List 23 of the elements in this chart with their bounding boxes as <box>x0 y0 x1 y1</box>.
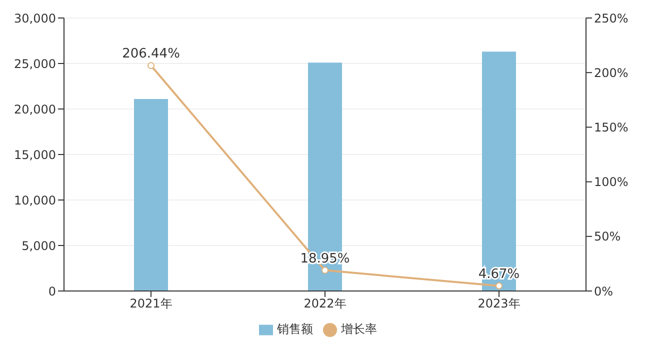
y2-tick-label: 50% <box>594 230 621 244</box>
y-tick-label: 30,000 <box>14 11 56 26</box>
point <box>148 62 154 70</box>
x-tick-label: 2022年 <box>304 296 346 311</box>
y2-tick-label: 100% <box>594 175 628 190</box>
y2-tick-label: 200% <box>594 66 628 80</box>
point <box>496 282 502 290</box>
y-tick-label: 10,000 <box>14 193 56 208</box>
x-tick-label: 2021年 <box>130 296 172 311</box>
legend-label: 销售额 <box>277 322 313 336</box>
y-tick-label: 5,000 <box>22 238 56 253</box>
bar <box>134 98 168 291</box>
point <box>322 266 328 274</box>
y-tick-label: 25,000 <box>14 56 56 71</box>
y2-tick-label: 150% <box>594 120 628 134</box>
y-tick-label: 20,000 <box>14 102 56 116</box>
data-label: 206.44% <box>122 46 180 62</box>
y2-tick-label: 0% <box>594 284 614 298</box>
y-tick-label: 0 <box>48 284 56 298</box>
x-tick-label: 2023年 <box>478 296 520 311</box>
y-tick-label: 15,000 <box>14 148 56 162</box>
legend-label: 增长率 <box>341 322 377 336</box>
y2-tick-label: 250% <box>594 11 628 26</box>
